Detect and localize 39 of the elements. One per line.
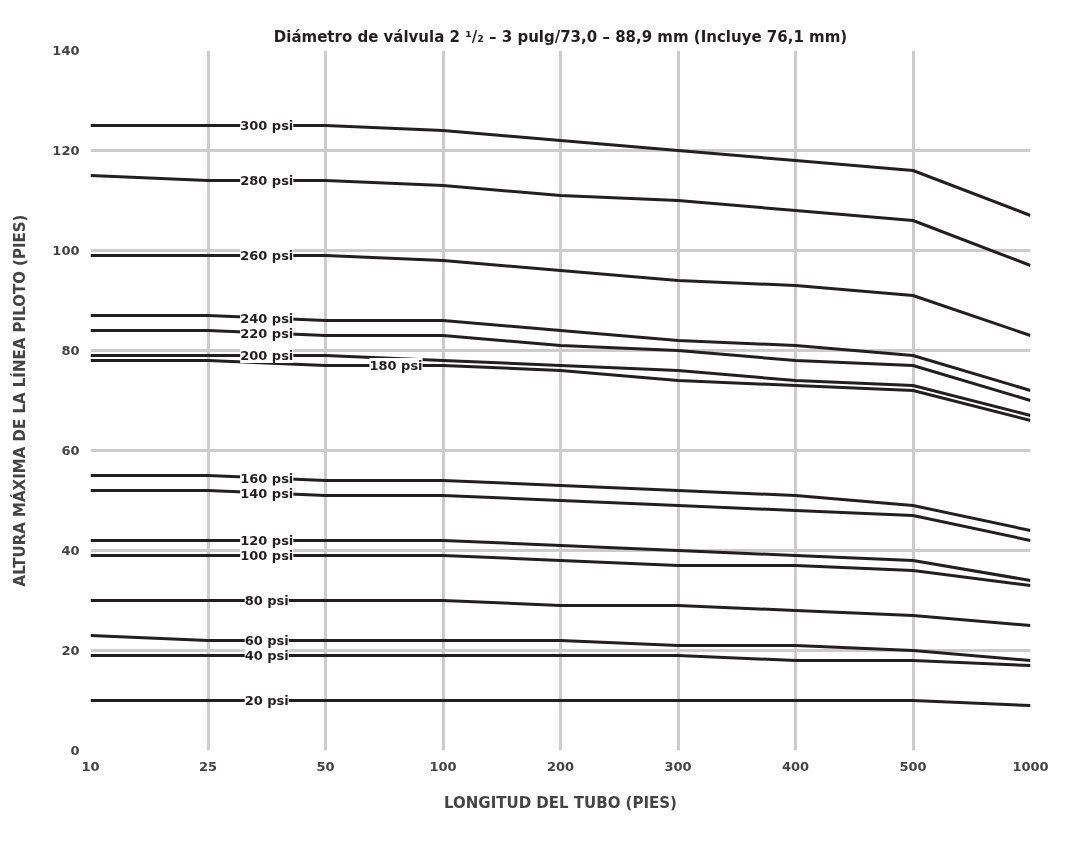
y-tick-label: 0	[70, 743, 80, 758]
y-axis-title: ALTURA MÁXIMA DE LA LÍNEA PILOTO (PIES)	[10, 214, 30, 587]
x-axis-title: LONGITUD DEL TUBO (PIES)	[444, 793, 677, 812]
series-label: 160 psi	[240, 470, 294, 486]
line-series	[90, 174, 1031, 267]
series-label: 260 psi	[240, 248, 294, 263]
series-label: 100 psi	[240, 548, 294, 563]
series-label: 40 psi	[244, 648, 289, 663]
series-label: 80 psi	[244, 593, 289, 608]
series-label: 220 psi	[240, 325, 294, 341]
y-tick-label: 40	[61, 543, 80, 558]
series-label: 140 psi	[240, 485, 294, 501]
x-tick-label: 50	[316, 758, 335, 774]
line-series	[90, 329, 1031, 402]
x-tick-label: 10	[81, 758, 100, 774]
x-tick-label: 200	[546, 758, 575, 774]
x-tick-label: 300	[664, 758, 692, 774]
y-tick-label: 60	[61, 443, 80, 458]
y-tick-label: 20	[61, 643, 80, 658]
y-tick-label: 100	[52, 243, 80, 258]
x-tick-label: 400	[781, 758, 810, 774]
series-label: 240 psi	[240, 310, 294, 326]
series-label: 120 psi	[240, 533, 294, 548]
series-label: 300 psi	[240, 118, 294, 133]
line-series	[90, 474, 1031, 532]
x-tick-label: 1000	[1012, 758, 1049, 774]
series-label: 60 psi	[244, 633, 289, 648]
series-label: 20 psi	[244, 693, 289, 708]
series-label: 200 psi	[240, 348, 294, 363]
y-tick-label: 140	[52, 43, 80, 58]
x-tick-label: 25	[198, 758, 218, 774]
series-label: 280 psi	[240, 173, 294, 188]
line-series	[90, 314, 1031, 392]
y-tick-label: 120	[52, 143, 80, 158]
x-tick-label: 500	[899, 758, 927, 774]
chart-title: Diámetro de válvula 2 ¹/₂ – 3 pulg/73,0 – 88,9 mm (Incluye 76,1 mm)	[273, 27, 848, 46]
y-tick-label: 80	[61, 343, 80, 358]
x-tick-label: 100	[429, 758, 457, 774]
series-label: 180 psi	[369, 358, 423, 373]
